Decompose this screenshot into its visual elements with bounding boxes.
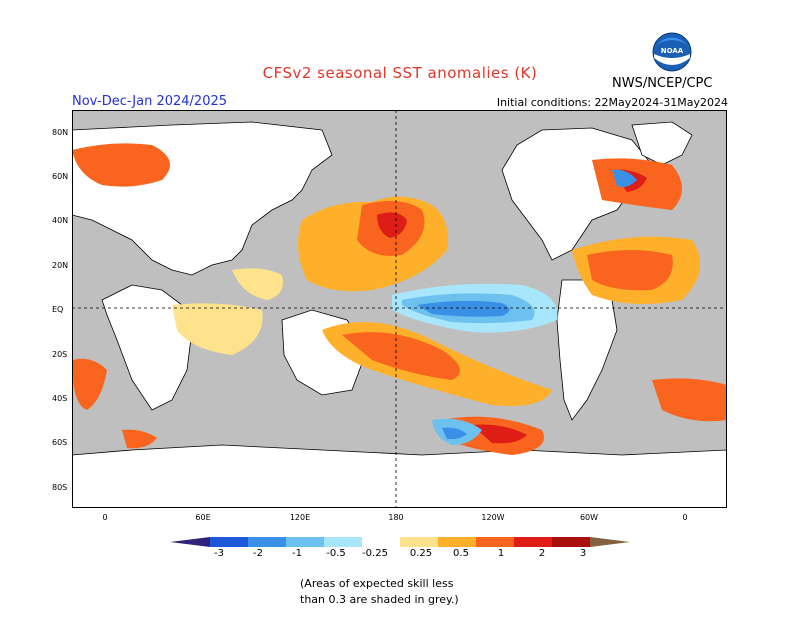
colorbar-cell: [552, 537, 591, 547]
chart-title: CFSv2 seasonal SST anomalies (K): [262, 64, 538, 82]
skill-note: (Areas of expected skill less than 0.3 a…: [300, 576, 560, 608]
lon-label-180: 180: [388, 513, 404, 522]
colorbar-cell: [438, 537, 477, 547]
colorbar-label: 3: [579, 548, 587, 559]
lat-label-80n: 80N: [52, 128, 69, 137]
greenland: [631, 121, 693, 166]
lat-label-eq: EQ: [52, 305, 64, 314]
colorbar-cell: [248, 537, 287, 547]
lon-label-60w: 60W: [579, 513, 599, 522]
lat-label-40n: 40N: [52, 216, 69, 225]
forecast-period: Nov-Dec-Jan 2024/2025: [72, 94, 228, 109]
skill-note-line: than 0.3 are shaded in grey.): [300, 593, 459, 606]
noaa-logo-icon: NOAA: [652, 32, 692, 72]
colorbar-cell: [590, 537, 630, 547]
map-frame: [72, 110, 727, 508]
agency-label: NWS/NCEP/CPC: [612, 76, 713, 91]
colorbar-cell: [476, 537, 515, 547]
colorbar-cell: [170, 537, 210, 547]
colorbar-label: -0.5: [326, 548, 346, 559]
colorbar-label: 0.25: [409, 548, 433, 559]
lat-label-60s: 60S: [52, 438, 68, 447]
lat-label-80s: 80S: [52, 483, 68, 492]
skill-note-line: (Areas of expected skill less: [300, 577, 454, 590]
warm-anomalies: [72, 143, 727, 455]
lon-label-60e: 60E: [195, 513, 211, 522]
lat-label-60n: 60N: [52, 172, 69, 181]
lat-label-20s: 20S: [52, 350, 68, 359]
colorbar-cell: [210, 537, 249, 547]
antarctica: [72, 444, 727, 508]
lat-label-40s: 40S: [52, 394, 68, 403]
sst-anomaly-map: [72, 110, 727, 508]
colorbar-label: 1: [497, 548, 505, 559]
continents: [72, 121, 727, 508]
colorbar-cell: [362, 537, 401, 547]
colorbar-label: 0.5: [453, 548, 469, 559]
colorbar-label: -3: [214, 548, 224, 559]
lon-label-0-right: 0: [682, 513, 688, 522]
lon-label-120w: 120W: [481, 513, 505, 522]
logo-text: NOAA: [661, 47, 684, 55]
colorbar-cell: [514, 537, 553, 547]
lon-label-120e: 120E: [289, 513, 311, 522]
colorbar-cell: [324, 537, 363, 547]
colorbar-cell: [286, 537, 325, 547]
colorbar-label: 2: [538, 548, 546, 559]
colorbar-label: -1: [292, 548, 302, 559]
lat-label-20n: 20N: [52, 261, 69, 270]
colorbar-label: -2: [253, 548, 263, 559]
colorbar-label: -0.25: [362, 548, 388, 559]
lon-label-0: 0: [102, 513, 108, 522]
colorbar: [170, 537, 630, 547]
africa: [101, 284, 193, 411]
colorbar-cell: [400, 537, 439, 547]
initial-conditions: Initial conditions: 22May2024-31May2024: [496, 96, 728, 109]
